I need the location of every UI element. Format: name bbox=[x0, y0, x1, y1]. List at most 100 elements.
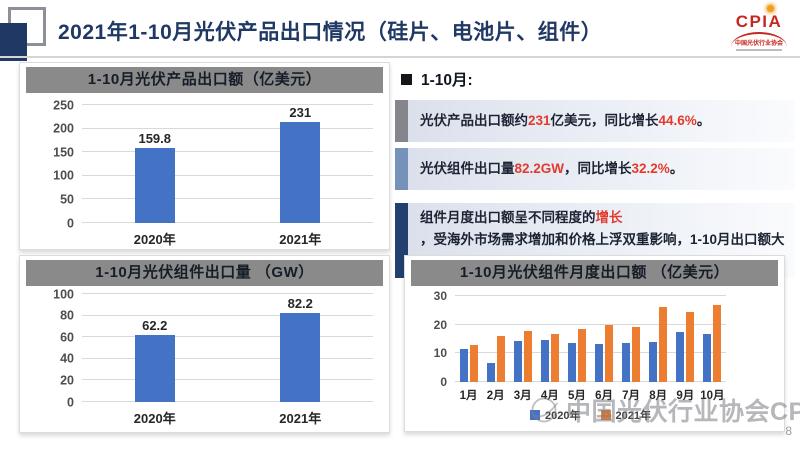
bar bbox=[513, 340, 522, 382]
bar-value-label: 62.2 bbox=[142, 317, 168, 333]
bar-wrap bbox=[595, 296, 604, 382]
x-axis-label: 5月 bbox=[567, 390, 586, 402]
bar bbox=[550, 334, 559, 382]
title-decoration-solid-square bbox=[0, 23, 27, 61]
bar bbox=[659, 306, 668, 382]
y-axis-tick-label: 80 bbox=[60, 308, 74, 323]
panel-monthly-export-chart: 1-10月光伏组件月度出口额 （亿美元） 0 10 20 30 1月 2月 3月 4月 5月 6月… bbox=[404, 255, 785, 432]
x-axis-label: 8月 bbox=[649, 390, 668, 402]
bar-wrap bbox=[605, 296, 614, 382]
gridline bbox=[455, 352, 726, 354]
bullet-text-segment: 82.2GW bbox=[514, 160, 565, 176]
x-axis-label: 2021年 bbox=[279, 232, 322, 247]
y-axis-tick-label: 250 bbox=[53, 97, 74, 112]
y-axis-tick-label: 50 bbox=[60, 192, 74, 207]
bullet-text-segment: 231 bbox=[528, 112, 551, 128]
bullet-text-module-volume: 光伏组件出口量 82.2GW ，同比增长 32.2%。 bbox=[408, 148, 795, 190]
summary-bullet-export-value: 光伏产品出口额约 231 亿美元，同比增长 44.6%。 bbox=[395, 100, 795, 142]
bullet-text-segment: 光伏产品出口额约 bbox=[420, 112, 528, 128]
bars-row bbox=[455, 296, 726, 382]
bullet-text-export-value: 光伏产品出口额约 231 亿美元，同比增长 44.6%。 bbox=[408, 100, 795, 142]
bar-wrap bbox=[649, 296, 658, 382]
bar-chart-module-volume: 0 20 40 60 80 100 62.2 82.2 2020年 2021年 bbox=[20, 288, 389, 427]
bar-group: 159.8 bbox=[82, 105, 228, 223]
bar-group: 62.2 bbox=[82, 294, 228, 402]
bullet-accent-bar bbox=[395, 148, 408, 190]
bar bbox=[134, 334, 175, 402]
bar bbox=[595, 344, 604, 382]
chart-title-module-volume: 1-10月光伏组件出口量 （GW） bbox=[26, 260, 383, 286]
x-axis-label: 2020年 bbox=[133, 411, 176, 426]
bullet-accent-bar bbox=[395, 100, 408, 142]
bullet-text-segment: 增长 bbox=[595, 210, 623, 225]
y-axis-tick-label: 30 bbox=[433, 289, 447, 303]
chart-plot-area: 0 20 40 60 80 100 62.2 82.2 bbox=[53, 288, 373, 408]
x-axis-label: 10月 bbox=[700, 390, 725, 402]
bar bbox=[496, 335, 505, 382]
x-axis-label: 4月 bbox=[540, 390, 559, 402]
x-axis-label: 2021年 bbox=[279, 411, 322, 426]
y-axis-tick-label: 150 bbox=[53, 144, 74, 159]
bullet-text-segment: 44.6% bbox=[658, 112, 697, 128]
y-axis-tick-label: 20 bbox=[60, 373, 74, 388]
bar-value-label: 82.2 bbox=[287, 296, 313, 312]
bar bbox=[632, 326, 641, 382]
bar bbox=[577, 328, 586, 382]
bar-wrap bbox=[577, 296, 586, 382]
summary-heading-label: 1-10月: bbox=[421, 72, 473, 89]
x-axis-label: 2月 bbox=[486, 390, 505, 402]
logo-arc-icon bbox=[731, 32, 787, 47]
chart-legend: 2020年 2021年 bbox=[455, 407, 726, 423]
bar-wrap: 231 bbox=[280, 105, 321, 223]
axis-baseline bbox=[455, 381, 726, 382]
bar-wrap bbox=[567, 296, 576, 382]
bar-group bbox=[590, 296, 617, 382]
y-axis-tick-label: 200 bbox=[53, 121, 74, 136]
y-axis-tick-label: 100 bbox=[53, 168, 74, 183]
bar-wrap bbox=[469, 296, 478, 382]
bullet-text-segment: 32.2% bbox=[631, 160, 670, 176]
bar-value-label: 231 bbox=[289, 105, 312, 120]
bar bbox=[280, 313, 321, 402]
gridline bbox=[82, 174, 373, 176]
bullet-text-segment: 光伏组件出口量 bbox=[420, 160, 515, 176]
bar bbox=[469, 345, 478, 382]
bar bbox=[567, 342, 576, 382]
chart-plot-area: 0 50 100 150 200 250 159.8 231 bbox=[53, 99, 373, 229]
bar-group bbox=[536, 296, 563, 382]
chart-title-export-value: 1-10月光伏产品出口额（亿美元） bbox=[26, 67, 383, 93]
bar-wrap bbox=[550, 296, 559, 382]
y-axis-tick-label: 20 bbox=[433, 317, 447, 332]
gridline bbox=[455, 295, 726, 296]
gridline bbox=[82, 293, 373, 294]
x-axis-label: 1月 bbox=[459, 390, 478, 402]
bar bbox=[540, 340, 549, 382]
bar-wrap bbox=[632, 296, 641, 382]
bar bbox=[605, 324, 614, 382]
bar-wrap bbox=[540, 296, 549, 382]
bar-chart-export-value: 0 50 100 150 200 250 159.8 231 2020年 2021年 bbox=[20, 99, 389, 248]
logo-sun-icon bbox=[767, 5, 774, 12]
panel-module-volume-chart: 1-10月光伏组件出口量 （GW） 0 20 40 60 80 100 62.2 82.2 20… bbox=[19, 255, 390, 433]
y-axis-tick-label: 0 bbox=[67, 394, 74, 409]
bar-wrap bbox=[622, 296, 631, 382]
bullet-text-segment: 亿美元，同比增长 bbox=[550, 112, 659, 128]
summary-bullet-module-volume: 光伏组件出口量 82.2GW ，同比增长 32.2%。 bbox=[395, 148, 795, 190]
bar bbox=[686, 312, 695, 382]
x-axis-label: 2020年 bbox=[133, 232, 176, 247]
bar-value-label: 159.8 bbox=[138, 130, 172, 146]
gridline bbox=[455, 323, 726, 325]
bar-group bbox=[645, 296, 672, 382]
bar bbox=[486, 362, 495, 382]
bar-wrap bbox=[659, 296, 668, 382]
bar-wrap: 159.8 bbox=[134, 105, 175, 223]
bar bbox=[703, 333, 712, 382]
bar bbox=[622, 343, 631, 382]
axis-baseline bbox=[82, 222, 373, 223]
bar bbox=[134, 147, 175, 223]
bar bbox=[713, 305, 722, 382]
square-bullet-icon bbox=[401, 73, 412, 85]
bars-row: 62.2 82.2 bbox=[82, 294, 373, 402]
bar-wrap bbox=[486, 296, 495, 382]
